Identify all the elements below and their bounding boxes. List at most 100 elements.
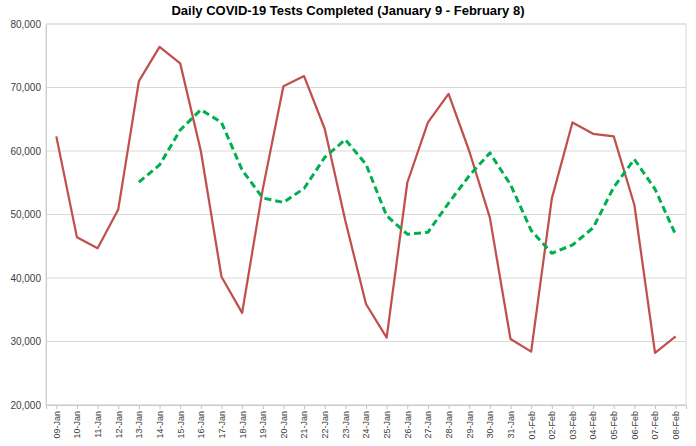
x-tick-label: 30-Jan [485,411,495,439]
y-tick: 80,000 [10,19,46,30]
x-tick-mark [345,405,346,409]
grid-line [46,87,686,88]
x-tick: 16-Jan [196,405,206,439]
x-tick-mark [531,405,532,409]
x-tick: 30-Jan [485,405,495,439]
grid-line [46,341,686,342]
x-tick-label: 18-Jan [238,411,248,439]
x-tick-mark [118,405,119,409]
x-tick-mark [180,405,181,409]
y-tick: 30,000 [10,336,46,347]
x-axis: 09-Jan10-Jan11-Jan12-Jan13-Jan14-Jan15-J… [47,405,687,440]
grid-line [46,151,686,152]
y-tick: 70,000 [10,82,46,93]
y-tick: 60,000 [10,146,46,157]
x-tick-label: 16-Jan [196,411,206,439]
x-tick-mark [201,405,202,409]
y-tick-label: 70,000 [10,82,41,93]
x-tick-mark [676,405,677,409]
x-tick-mark [387,405,388,409]
x-tick-mark [655,405,656,409]
x-tick-mark [490,405,491,409]
x-tick-label: 24-Jan [361,411,371,439]
x-tick: 21-Jan [299,405,309,439]
x-tick-mark [77,405,78,409]
chart: Daily COVID-19 Tests Completed (January … [0,0,696,446]
x-tick-label: 28-Jan [444,411,454,439]
x-tick-label: 06-Feb [630,411,640,440]
x-tick-mark [263,405,264,409]
x-tick-mark [428,405,429,409]
x-tick: 20-Jan [279,405,289,439]
x-tick: 29-Jan [465,405,475,439]
x-tick: 27-Jan [423,405,433,439]
x-tick-label: 31-Jan [506,411,516,439]
x-tick-label: 20-Jan [279,411,289,439]
y-tick: 50,000 [10,209,46,220]
x-tick-label: 25-Jan [382,411,392,439]
x-tick-label: 05-Feb [609,411,619,440]
x-tick-label: 22-Jan [320,411,330,439]
x-tick: 18-Jan [238,405,248,439]
x-tick: 07-Feb [650,405,660,440]
x-tick: 23-Jan [341,405,351,439]
x-tick-label: 14-Jan [155,411,165,439]
x-tick: 01-Feb [527,405,537,440]
x-tick-label: 26-Jan [403,411,413,439]
x-tick-mark [98,405,99,409]
y-tick-label: 50,000 [10,209,41,220]
y-tick: 40,000 [10,273,46,284]
x-tick: 31-Jan [506,405,516,439]
x-tick: 25-Jan [382,405,392,439]
x-tick-label: 09-Jan [52,411,62,439]
grid-line [46,214,686,215]
x-tick-label: 08-Feb [671,411,681,440]
x-tick: 22-Jan [320,405,330,439]
x-tick-label: 29-Jan [465,411,475,439]
x-tick-mark [572,405,573,409]
x-tick: 08-Feb [671,405,681,440]
x-tick: 03-Feb [568,405,578,440]
x-tick: 24-Jan [361,405,371,439]
x-tick-label: 13-Jan [134,411,144,439]
y-tick-label: 40,000 [10,273,41,284]
x-tick-mark [56,405,57,409]
x-tick-mark [511,405,512,409]
x-tick-mark [407,405,408,409]
x-tick: 28-Jan [444,405,454,439]
x-tick: 02-Feb [547,405,557,440]
x-tick: 12-Jan [114,405,124,439]
x-tick-label: 10-Jan [72,411,82,439]
x-tick: 15-Jan [176,405,186,439]
grid-line [46,278,686,279]
x-tick-mark [304,405,305,409]
x-tick-label: 19-Jan [258,411,268,439]
x-tick-label: 03-Feb [568,411,578,440]
x-tick: 04-Feb [588,405,598,440]
series-group [56,47,675,353]
x-tick: 14-Jan [155,405,165,439]
plot-frame [46,24,686,405]
y-tick-label: 60,000 [10,146,41,157]
x-tick: 19-Jan [258,405,268,439]
y-tick: 20,000 [10,400,46,411]
x-tick-label: 07-Feb [650,411,660,440]
x-tick-label: 12-Jan [114,411,124,439]
x-tick-mark [449,405,450,409]
series-line [139,110,676,254]
x-tick-mark [469,405,470,409]
x-tick-mark [634,405,635,409]
x-tick-label: 01-Feb [527,411,537,440]
x-tick-mark [614,405,615,409]
x-tick: 06-Feb [630,405,640,440]
x-tick: 10-Jan [72,405,82,439]
x-tick-mark [139,405,140,409]
title: Daily COVID-19 Tests Completed (January … [171,3,524,18]
series-line [56,47,675,353]
x-tick-label: 15-Jan [176,411,186,439]
x-tick-mark [366,405,367,409]
x-tick-mark [593,405,594,409]
x-tick-label: 23-Jan [341,411,351,439]
x-tick: 13-Jan [134,405,144,439]
x-tick-mark [552,405,553,409]
